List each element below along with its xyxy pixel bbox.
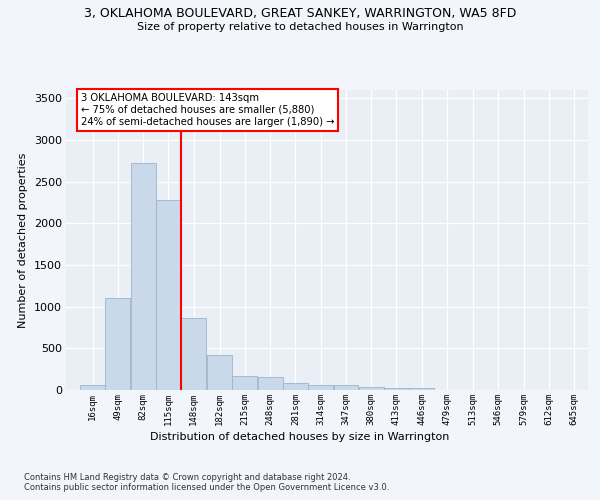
Bar (232, 376, 257, 390)
Bar (283, 382, 308, 390)
Text: 3 OKLAHOMA BOULEVARD: 143sqm
← 75% of detached houses are smaller (5,880)
24% of: 3 OKLAHOMA BOULEVARD: 143sqm ← 75% of de… (80, 94, 334, 126)
Bar (359, 387, 383, 390)
Bar (384, 388, 409, 390)
Bar (334, 386, 358, 390)
Bar (181, 318, 206, 390)
Bar (131, 162, 155, 390)
Text: Size of property relative to detached houses in Warrington: Size of property relative to detached ho… (137, 22, 463, 32)
Y-axis label: Number of detached properties: Number of detached properties (18, 152, 28, 328)
Bar (207, 355, 232, 390)
Text: 3, OKLAHOMA BOULEVARD, GREAT SANKEY, WARRINGTON, WA5 8FD: 3, OKLAHOMA BOULEVARD, GREAT SANKEY, WAR… (84, 8, 516, 20)
Bar (156, 200, 181, 390)
Bar (106, 298, 130, 390)
Bar (80, 386, 105, 390)
Bar (258, 376, 283, 390)
Bar (409, 388, 434, 390)
Bar (308, 385, 333, 390)
Text: Contains HM Land Registry data © Crown copyright and database right 2024.: Contains HM Land Registry data © Crown c… (24, 472, 350, 482)
Text: Contains public sector information licensed under the Open Government Licence v3: Contains public sector information licen… (24, 484, 389, 492)
Text: Distribution of detached houses by size in Warrington: Distribution of detached houses by size … (151, 432, 449, 442)
